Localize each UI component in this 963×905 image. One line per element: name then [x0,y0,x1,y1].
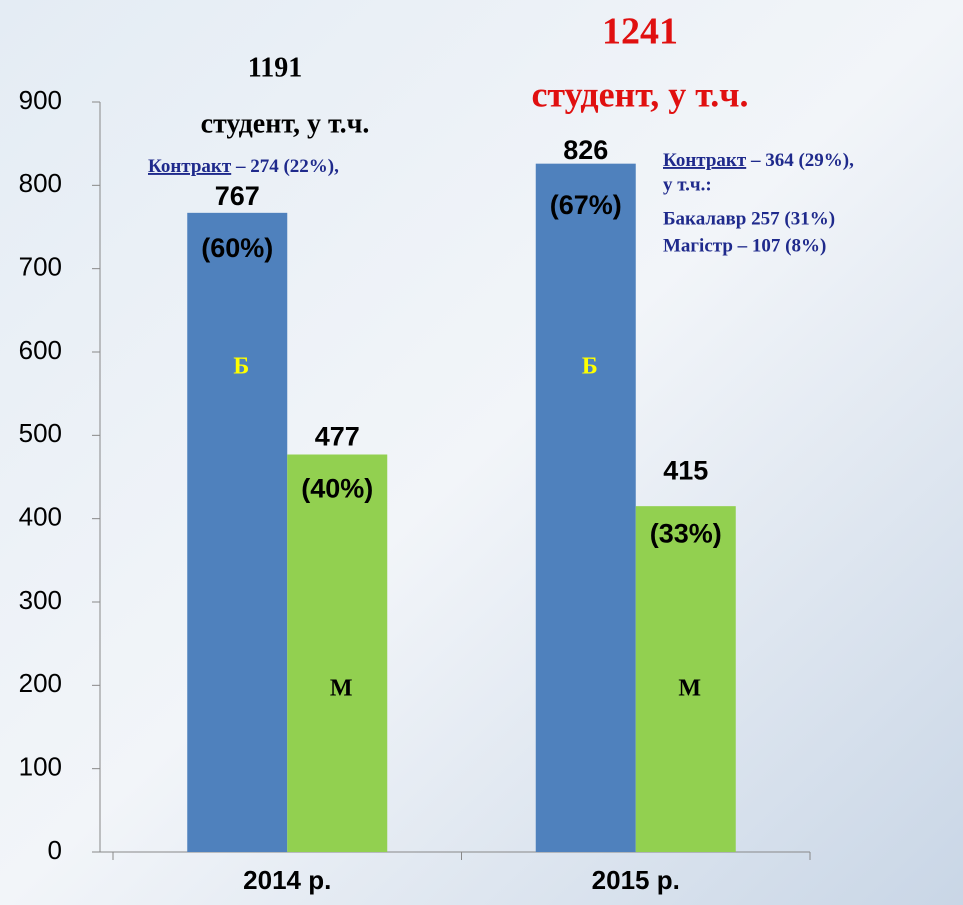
y-tick-label: 800 [19,168,62,198]
share-label: (67%) [550,190,622,220]
y-tick-label: 500 [19,418,62,448]
series-name: М [678,676,701,702]
share-label: (40%) [301,474,373,504]
contract-label: Контракт [148,156,232,177]
y-tick-label: 900 [19,85,62,115]
annotation-contract: Контракт – 364 (29%), [663,150,854,171]
contract-detail: – 274 (22%), [235,156,339,177]
y-tick-label: 700 [19,252,62,282]
annotation-contract: Контракт – 274 (22%), [148,156,339,177]
annotation-total: 1241 [602,11,678,53]
y-tick-label: 600 [19,335,62,365]
value-label: 767 [215,181,260,211]
y-tick-label: 300 [19,585,62,615]
annotation-detail: Бакалавр 257 (31%) [663,208,835,229]
share-label: (33%) [650,518,722,548]
value-label: 826 [563,135,608,165]
y-tick-label: 0 [48,835,62,865]
value-label: 415 [663,455,708,485]
series-name: М [330,676,353,702]
y-tick-label: 200 [19,668,62,698]
contract-detail: – 364 (29%), [750,150,854,171]
share-label: (60%) [201,233,273,263]
annotation-text: студент, у т.ч. [201,108,370,139]
series-name: Б [582,354,598,380]
annotation-text: студент, у т.ч. [531,74,748,114]
bar [187,212,288,853]
bar [287,454,388,852]
contract-label: Контракт [663,150,747,171]
y-tick-label: 100 [19,752,62,782]
x-tick-label: 2015 р. [592,865,680,895]
y-tick-label: 400 [19,502,62,532]
value-label: 477 [315,422,360,452]
bar [635,506,736,852]
bar [535,163,636,852]
series-name: Б [233,354,249,380]
annotation-detail: Магістр – 107 (8%) [663,235,826,256]
x-tick-label: 2014 р. [243,865,331,895]
annotation-total: 1191 [248,52,302,83]
annotation-detail: у т.ч.: [663,174,712,195]
